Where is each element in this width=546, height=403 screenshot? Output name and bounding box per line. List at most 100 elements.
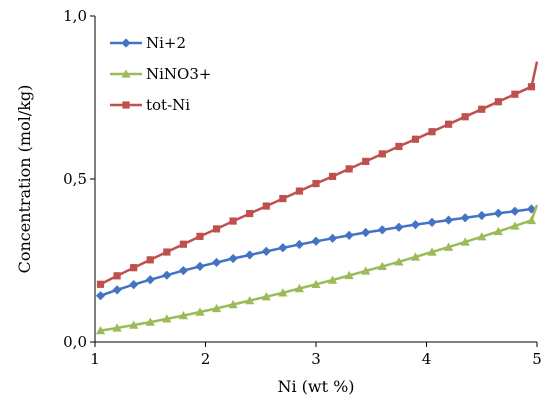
data-point-tot-ni	[461, 113, 469, 121]
legend-item-ni-2: Ni+2	[110, 34, 186, 52]
data-point-tot-ni	[362, 157, 370, 165]
data-point-tot-ni	[295, 187, 304, 195]
series-ni-2	[95, 204, 537, 301]
data-point-nino3	[344, 270, 354, 280]
data-point-nino3	[245, 295, 255, 305]
data-point-ni-2	[510, 206, 520, 216]
series-layer	[95, 61, 539, 335]
data-point-nino3	[477, 232, 487, 241]
series-nino3	[95, 204, 539, 335]
data-point-ni-2	[95, 291, 106, 301]
data-point-tot-ni	[212, 225, 221, 233]
data-point-tot-ni	[345, 165, 353, 173]
y-tick-label: 0,5	[63, 170, 87, 188]
data-point-ni-2	[245, 250, 255, 260]
data-point-tot-ni	[428, 128, 436, 136]
data-point-nino3	[526, 215, 537, 225]
data-point-ni-2	[526, 204, 537, 214]
x-axis-title: Ni (wt %)	[277, 377, 354, 396]
data-point-nino3	[211, 303, 222, 313]
legend-label-tot-ni: tot-Ni	[146, 96, 190, 114]
data-point-tot-ni	[279, 194, 287, 203]
data-point-tot-ni	[478, 105, 486, 113]
data-point-tot-ni	[96, 280, 105, 288]
data-point-tot-ni	[445, 120, 453, 128]
data-point-nino3	[195, 307, 205, 316]
data-point-nino3	[377, 261, 387, 271]
data-point-ni-2	[294, 239, 305, 250]
data-point-nino3	[95, 325, 106, 335]
x-tick-label: 5	[532, 350, 542, 368]
data-point-tot-ni	[179, 240, 187, 248]
data-point-tot-ni	[378, 150, 386, 158]
data-point-nino3	[427, 247, 437, 256]
data-point-tot-ni	[113, 272, 121, 280]
data-point-nino3	[278, 288, 288, 297]
data-point-ni-2	[477, 210, 487, 221]
series-line-tot-ni	[99, 61, 539, 286]
x-tick-label: 2	[201, 350, 211, 368]
data-point-ni-2	[228, 253, 238, 264]
data-point-nino3	[394, 257, 404, 266]
data-point-nino3	[444, 242, 454, 251]
data-point-ni-2	[278, 243, 288, 253]
x-tick-label: 1	[90, 350, 100, 368]
legend-marker-tot-ni	[122, 101, 130, 109]
data-point-tot-ni	[395, 142, 403, 150]
data-point-tot-ni	[196, 232, 204, 240]
y-axis-title: Concentration (mol/kg)	[15, 85, 34, 274]
data-point-tot-ni	[411, 135, 420, 143]
y-tick-label: 0,0	[63, 333, 87, 351]
data-point-tot-ni	[527, 83, 536, 91]
axis-ticks: 0,0 0,5 1,0 1 2 3 4 5	[63, 7, 542, 368]
data-point-nino3	[410, 252, 421, 261]
data-point-tot-ni	[246, 209, 254, 218]
data-point-tot-ni	[163, 248, 171, 256]
plot-area: 0,0 0,5 1,0 1 2 3 4 5	[63, 7, 542, 368]
y-tick-label: 1,0	[63, 7, 87, 25]
series-tot-ni	[96, 61, 539, 288]
data-point-ni-2	[145, 275, 155, 285]
data-point-tot-ni	[328, 172, 337, 180]
legend-item-tot-ni: tot-Ni	[110, 96, 190, 114]
data-point-ni-2	[195, 261, 205, 271]
legend-label-nino3: NiNO3+	[146, 65, 211, 83]
data-point-ni-2	[460, 213, 470, 223]
data-point-ni-2	[394, 222, 404, 232]
data-point-ni-2	[427, 217, 437, 227]
data-point-nino3	[327, 275, 338, 284]
data-point-tot-ni	[146, 256, 154, 264]
data-point-nino3	[261, 292, 271, 301]
data-point-nino3	[129, 320, 139, 329]
legend-marker-ni-2	[121, 38, 131, 48]
data-point-ni-2	[162, 270, 172, 280]
data-point-nino3	[112, 323, 122, 332]
data-point-tot-ni	[229, 217, 237, 225]
data-point-nino3	[178, 310, 188, 320]
data-point-nino3	[294, 283, 305, 293]
data-point-nino3	[510, 221, 520, 230]
data-point-tot-ni	[262, 202, 270, 210]
data-point-tot-ni	[130, 264, 138, 272]
data-point-ni-2	[178, 266, 188, 276]
data-point-nino3	[162, 314, 172, 323]
data-point-tot-ni	[511, 90, 519, 98]
data-point-ni-2	[311, 236, 321, 246]
data-point-ni-2	[344, 230, 354, 240]
data-point-ni-2	[327, 233, 338, 243]
legend-item-nino3: NiNO3+	[110, 65, 211, 83]
data-point-nino3	[145, 317, 155, 326]
data-point-ni-2	[444, 215, 454, 225]
data-point-ni-2	[361, 227, 371, 238]
data-point-ni-2	[112, 285, 122, 295]
legend-marker-nino3	[121, 69, 131, 78]
data-point-tot-ni	[494, 98, 502, 106]
data-point-nino3	[361, 266, 371, 275]
x-tick-label: 4	[422, 350, 432, 368]
data-point-tot-ni	[312, 179, 320, 188]
series-line-nino3	[100, 204, 539, 332]
data-point-ni-2	[211, 257, 222, 268]
data-point-nino3	[493, 226, 503, 236]
data-point-nino3	[311, 279, 321, 288]
